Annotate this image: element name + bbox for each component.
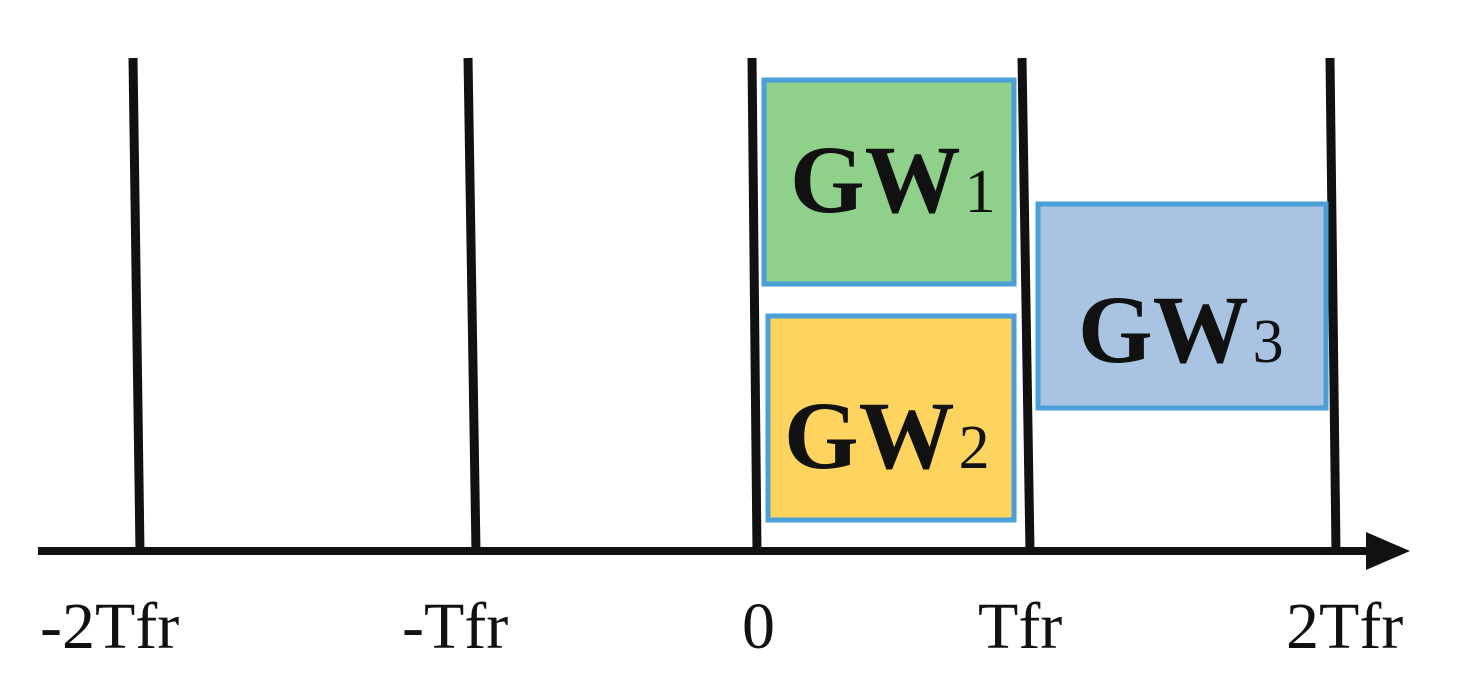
gate-window-2: GW2 (765, 313, 1017, 523)
gate-window-3-subscript: 3 (1253, 308, 1284, 376)
frame-line-minus-2tfr (128, 57, 145, 553)
gate-window-1-label: GW (790, 126, 961, 233)
tick-label-2tfr: 2Tfr (1286, 590, 1403, 663)
gate-window-3-box (1035, 201, 1329, 411)
tick-label-zero: 0 (742, 590, 775, 663)
frame-line-2tfr (1325, 57, 1341, 553)
svg-text:GW2: GW2 (784, 382, 990, 489)
frame-line-minus-tfr (463, 57, 481, 553)
gate-window-2-subscript: 2 (959, 414, 990, 482)
gate-window-2-box (765, 313, 1017, 523)
svg-text:GW3: GW3 (1078, 276, 1284, 383)
gate-window-2-label: GW (784, 382, 955, 489)
gate-window-1-subscript: 1 (965, 158, 996, 226)
tick-label-tfr: Tfr (978, 590, 1062, 663)
gate-window-1: GW1 (761, 77, 1017, 287)
gate-window-3: GW3 (1035, 201, 1329, 411)
tick-label-minus-2tfr: -2Tfr (40, 590, 179, 663)
time-axis-arrowhead (1366, 532, 1410, 570)
tick-label-minus-tfr: -Tfr (402, 590, 508, 663)
svg-text:GW1: GW1 (790, 126, 996, 233)
frame-line-tfr (1017, 57, 1035, 553)
gate-window-3-label: GW (1078, 276, 1249, 383)
frame-line-zero (747, 57, 762, 553)
gate-window-1-box (761, 77, 1017, 287)
